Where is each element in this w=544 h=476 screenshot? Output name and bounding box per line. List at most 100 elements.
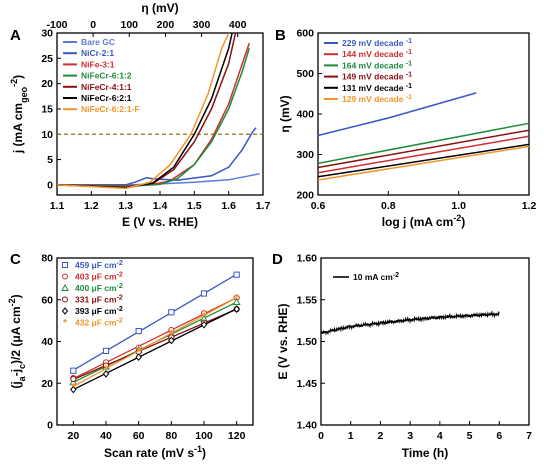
legend-label-c-4: 393 μF cm-2 xyxy=(75,306,123,317)
legend-label-b-0: 229 mV decade -1 xyxy=(342,38,412,49)
data-point-c-4 xyxy=(70,385,77,394)
y-tick-label-d: 1.60 xyxy=(297,253,318,265)
data-point-c-0 xyxy=(168,309,175,316)
legend-marker-c-5: * xyxy=(63,318,67,329)
legend-marker-c-0 xyxy=(62,262,68,268)
y-tick-label-c: 40 xyxy=(41,336,53,348)
y-tick-label-d: 1.45 xyxy=(297,378,318,390)
y-tick-label-a: 15 xyxy=(41,103,53,115)
x-axis-label-b: log j (mA cm-2) xyxy=(382,213,466,229)
series-line-d-0 xyxy=(320,310,500,336)
data-point-c-4 xyxy=(135,353,142,362)
y-axis-label-a: j (mA cmgeo-2) xyxy=(9,75,29,154)
top-x-tick-label-a: 200 xyxy=(157,19,175,31)
x-tick-label-c: 20 xyxy=(67,430,79,442)
data-point-c-5: * xyxy=(169,329,173,340)
x-tick-label-c: 80 xyxy=(165,430,177,442)
legend-label-a-4: NiFeCr-4:1:1 xyxy=(81,82,132,92)
plot-area-a xyxy=(57,33,263,190)
y-tick-label-b: 200 xyxy=(296,190,314,202)
series-line-b-5 xyxy=(317,145,530,181)
series-line-b-1 xyxy=(317,135,530,174)
data-point-c-0 xyxy=(70,367,77,374)
y-tick-label-a: 10 xyxy=(41,129,53,141)
panel-b: 0.6 0.8 1.0 1.2 200 300 400 500 600 229 mV decade… xyxy=(275,27,536,229)
y-tick-label-d: 1.40 xyxy=(297,420,318,432)
legend-marker-c-1 xyxy=(62,273,68,280)
panel-a: 1.1 1.2 1.3 1.4 1.5 1.6 1.7 0 5 10 15 20 25 30-100 0 10… xyxy=(9,1,270,229)
legend-label-a-1: NiCr-2:1 xyxy=(81,48,114,58)
data-point-c-5: * xyxy=(71,382,75,393)
data-point-c-5: * xyxy=(137,346,141,357)
data-point-c-0 xyxy=(135,327,142,335)
legend-label-c-2: 400 μF cm-2 xyxy=(75,283,123,294)
fit-line-c-4 xyxy=(73,308,237,391)
y-tick-label-b: 600 xyxy=(296,28,314,40)
x-tick-label-d: 0 xyxy=(318,430,324,442)
panel-d: 0 1 2 3 4 5 6 7 1.40 1.45 1.50 1.55 1.60 10 mA cm-2 D T… xyxy=(272,251,532,460)
y-tick-label-b: 500 xyxy=(296,68,314,80)
legend-label-c-1: 403 μF cm-2 xyxy=(75,271,123,282)
legend-label-b-1: 144 mV decade -1 xyxy=(342,49,412,60)
data-point-c-0 xyxy=(102,347,110,354)
x-axis-label-c: Scan rate (mV s-1) xyxy=(104,444,206,460)
x-tick-label-d: 1 xyxy=(348,430,354,442)
top-axis-label-a: η (mV) xyxy=(141,1,178,15)
x-tick-label-b: 1.2 xyxy=(522,200,537,212)
x-tick-label-a: 1.4 xyxy=(153,200,168,212)
plot-frame-d xyxy=(320,257,530,426)
series-line-b-4 xyxy=(317,143,530,178)
x-tick-label-a: 1.5 xyxy=(187,200,202,212)
data-point-c-5: * xyxy=(235,293,239,304)
legend-label-c-0: 459 μF cm-2 xyxy=(75,260,123,271)
legend-label-a-5: NiFeCr-6:2:1 xyxy=(81,93,132,103)
x-tick-label-a: 1.6 xyxy=(221,200,236,212)
data-point-c-5: * xyxy=(104,364,108,375)
fit-line-c-1 xyxy=(73,297,237,380)
x-tick-label-b: 0.8 xyxy=(381,200,396,212)
x-tick-label-c: 120 xyxy=(228,430,246,442)
x-tick-label-d: 4 xyxy=(437,430,443,442)
data-point-c-5: * xyxy=(202,311,206,322)
x-axis-label-d: Time (h) xyxy=(402,446,448,460)
panel-label-d: D xyxy=(272,251,283,268)
top-x-tick-label-a: 0 xyxy=(90,19,96,31)
x-tick-label-d: 5 xyxy=(467,430,473,442)
series-line-b-0 xyxy=(317,92,477,137)
x-tick-label-a: 1.1 xyxy=(50,200,65,212)
x-tick-label-b: 1.0 xyxy=(451,200,466,212)
panel-label-c: C xyxy=(10,251,21,268)
data-point-c-4 xyxy=(200,320,208,329)
x-tick-label-c: 40 xyxy=(100,430,112,442)
x-tick-label-a: 1.2 xyxy=(84,200,99,212)
legend-label-b-5: 129 mV decade -1 xyxy=(342,94,412,105)
top-x-tick-label-a: 400 xyxy=(229,19,247,31)
x-tick-label-d: 3 xyxy=(407,430,413,442)
x-tick-label-d: 6 xyxy=(496,430,502,442)
series-line-a-6 xyxy=(57,33,230,190)
y-tick-label-c: 60 xyxy=(41,294,53,306)
legend-label-a-0: Bare GC xyxy=(81,37,115,47)
x-tick-label-c: 60 xyxy=(133,430,145,442)
y-tick-label-b: 300 xyxy=(296,149,314,161)
y-tick-label-c: 0 xyxy=(47,420,53,432)
legend-label-b-4: 131 mV decade -1 xyxy=(342,82,412,93)
data-point-c-4 xyxy=(168,336,175,345)
y-tick-label-d: 1.55 xyxy=(297,294,318,306)
top-x-tick-label-a: 300 xyxy=(193,19,211,31)
y-tick-label-b: 400 xyxy=(296,109,314,121)
panel-label-b: B xyxy=(275,27,286,44)
data-point-c-3 xyxy=(70,375,77,383)
legend-marker-c-4 xyxy=(61,307,69,315)
legend-label-a-6: NiFeCr-6:2:1-F xyxy=(81,104,140,114)
series-line-b-3 xyxy=(317,129,530,169)
x-tick-label-c: 100 xyxy=(195,430,213,442)
fit-line-c-5 xyxy=(73,297,237,387)
y-tick-label-a: 5 xyxy=(47,154,53,166)
legend-label-c-5: 432 μF cm-2 xyxy=(75,317,123,328)
y-tick-label-d: 1.50 xyxy=(297,336,318,348)
y-tick-label-c: 20 xyxy=(41,378,53,390)
y-tick-label-a: 30 xyxy=(41,28,53,40)
fit-line-c-0 xyxy=(73,273,237,371)
